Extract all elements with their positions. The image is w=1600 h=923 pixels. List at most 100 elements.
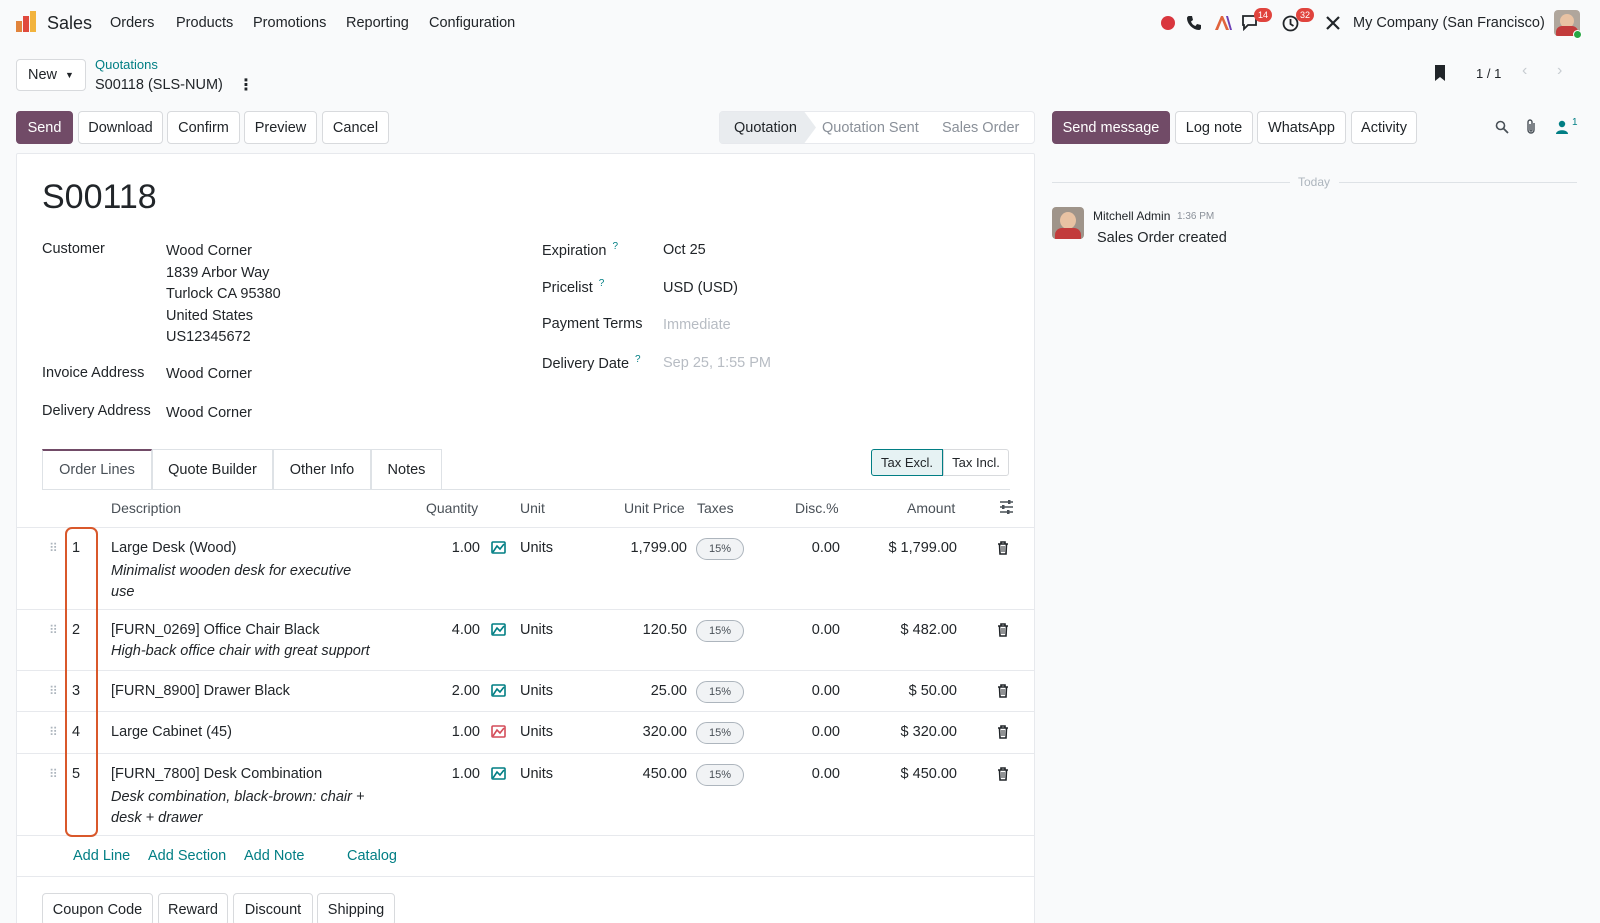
drag-handle-icon[interactable]: ⠿ bbox=[49, 767, 58, 781]
help-icon[interactable]: ? bbox=[612, 241, 619, 252]
row-unit-price[interactable]: 25.00 bbox=[650, 683, 687, 699]
row-quantity[interactable]: 1.00 bbox=[451, 540, 480, 556]
tab-notes[interactable]: Notes bbox=[371, 449, 442, 489]
clock-icon[interactable] bbox=[1282, 15, 1299, 32]
new-button[interactable]: New ▼ bbox=[16, 59, 86, 91]
trash-icon[interactable] bbox=[997, 541, 1009, 555]
tab-other-info[interactable]: Other Info bbox=[273, 449, 371, 489]
menu-orders[interactable]: Orders bbox=[110, 15, 155, 31]
row-discount[interactable]: 0.00 bbox=[811, 683, 840, 699]
drag-handle-icon[interactable]: ⠿ bbox=[49, 541, 58, 555]
row-discount[interactable]: 0.00 bbox=[811, 540, 840, 556]
col-discount[interactable]: Disc.% bbox=[795, 500, 839, 516]
row-product[interactable]: [FURN_7800] Desk Combination bbox=[111, 766, 323, 782]
trash-icon[interactable] bbox=[997, 623, 1009, 637]
ai-icon[interactable] bbox=[1214, 15, 1232, 31]
tax-badge[interactable]: 15% bbox=[696, 620, 744, 642]
col-unit-price[interactable]: Unit Price bbox=[624, 500, 685, 516]
row-quantity[interactable]: 1.00 bbox=[451, 724, 480, 740]
drag-handle-icon[interactable]: ⠿ bbox=[49, 623, 58, 637]
row-description[interactable]: High-back office chair with great suppor… bbox=[111, 643, 370, 659]
author-avatar[interactable] bbox=[1052, 207, 1084, 239]
tax-excluded-toggle[interactable]: Tax Excl. bbox=[871, 449, 943, 476]
forecast-chart-icon[interactable] bbox=[491, 623, 506, 636]
activity-button[interactable]: Activity bbox=[1351, 111, 1417, 144]
add-note-link[interactable]: Add Note bbox=[244, 848, 305, 864]
row-unit-price[interactable]: 320.00 bbox=[642, 724, 687, 740]
delivery-date-field[interactable]: Sep 25, 1:55 PM bbox=[663, 355, 772, 371]
forecast-chart-icon[interactable] bbox=[491, 725, 506, 738]
add-line-link[interactable]: Add Line bbox=[73, 848, 131, 864]
reward-button[interactable]: Reward bbox=[158, 893, 228, 923]
row-quantity[interactable]: 1.00 bbox=[451, 766, 480, 782]
trash-icon[interactable] bbox=[997, 767, 1009, 781]
tab-quote-builder[interactable]: Quote Builder bbox=[152, 449, 273, 489]
tools-icon[interactable] bbox=[1325, 15, 1341, 31]
row-unit[interactable]: Units bbox=[520, 540, 554, 556]
pricelist-field[interactable]: USD (USD) bbox=[663, 280, 738, 296]
row-unit-price[interactable]: 120.50 bbox=[642, 622, 687, 638]
col-description[interactable]: Description bbox=[111, 500, 182, 516]
col-taxes[interactable]: Taxes bbox=[697, 500, 734, 516]
row-product[interactable]: [FURN_0269] Office Chair Black bbox=[111, 622, 320, 638]
followers-icon[interactable] bbox=[1555, 120, 1569, 134]
pager-value[interactable]: 1 / 1 bbox=[1476, 66, 1502, 81]
row-unit[interactable]: Units bbox=[520, 622, 554, 638]
help-icon[interactable]: ? bbox=[635, 354, 641, 365]
col-unit[interactable]: Unit bbox=[520, 500, 545, 516]
record-icon[interactable] bbox=[1161, 16, 1175, 30]
send-button[interactable]: Send bbox=[16, 111, 73, 144]
optional-columns-icon[interactable] bbox=[999, 500, 1014, 514]
status-quotation-sent[interactable]: Quotation Sent bbox=[822, 119, 919, 136]
tax-badge[interactable]: 15% bbox=[696, 764, 744, 786]
row-discount[interactable]: 0.00 bbox=[811, 766, 840, 782]
log-note-button[interactable]: Log note bbox=[1175, 111, 1253, 144]
send-message-button[interactable]: Send message bbox=[1052, 111, 1170, 144]
forecast-chart-icon[interactable] bbox=[491, 767, 506, 780]
delivery-address-field[interactable]: Wood Corner bbox=[166, 405, 252, 421]
trash-icon[interactable] bbox=[997, 725, 1009, 739]
payment-terms-field[interactable]: Immediate bbox=[663, 317, 731, 333]
row-unit-price[interactable]: 450.00 bbox=[642, 766, 687, 782]
message-author[interactable]: Mitchell Admin bbox=[1093, 209, 1171, 223]
row-product[interactable]: [FURN_8900] Drawer Black bbox=[111, 683, 290, 699]
menu-reporting[interactable]: Reporting bbox=[346, 15, 409, 31]
menu-configuration[interactable]: Configuration bbox=[429, 15, 516, 31]
forecast-chart-icon[interactable] bbox=[491, 684, 506, 697]
row-unit-price[interactable]: 1,799.00 bbox=[630, 540, 687, 556]
row-product[interactable]: Large Cabinet (45) bbox=[111, 724, 232, 740]
coupon-code-button[interactable]: Coupon Code bbox=[42, 893, 153, 923]
row-unit[interactable]: Units bbox=[520, 724, 554, 740]
status-quotation[interactable]: Quotation bbox=[734, 119, 797, 136]
kebab-menu-icon[interactable]: ⋮ bbox=[238, 77, 254, 94]
tax-badge[interactable]: 15% bbox=[696, 538, 744, 560]
row-description[interactable]: Desk combination, black-brown: chair + d… bbox=[111, 789, 365, 826]
tax-badge[interactable]: 15% bbox=[696, 722, 744, 744]
download-button[interactable]: Download bbox=[78, 111, 163, 144]
breadcrumb-quotations[interactable]: Quotations bbox=[95, 57, 158, 72]
expiration-field[interactable]: Oct 25 bbox=[663, 242, 706, 258]
company-switcher[interactable]: My Company (San Francisco) bbox=[1353, 15, 1545, 31]
add-section-link[interactable]: Add Section bbox=[148, 848, 227, 864]
trash-icon[interactable] bbox=[997, 684, 1009, 698]
row-description[interactable]: Minimalist wooden desk for executive use bbox=[111, 563, 352, 600]
app-name[interactable]: Sales bbox=[47, 13, 93, 33]
tax-badge[interactable]: 15% bbox=[696, 681, 744, 703]
whatsapp-button[interactable]: WhatsApp bbox=[1257, 111, 1346, 144]
cancel-button[interactable]: Cancel bbox=[322, 111, 389, 144]
col-quantity[interactable]: Quantity bbox=[426, 500, 479, 516]
row-quantity[interactable]: 2.00 bbox=[451, 683, 480, 699]
pager-prev-icon[interactable]: ‹ bbox=[1522, 62, 1528, 79]
row-quantity[interactable]: 4.00 bbox=[451, 622, 480, 638]
row-discount[interactable]: 0.00 bbox=[811, 622, 840, 638]
menu-promotions[interactable]: Promotions bbox=[253, 15, 327, 31]
customer-name[interactable]: Wood Corner bbox=[166, 243, 252, 259]
status-sales-order[interactable]: Sales Order bbox=[942, 119, 1020, 136]
confirm-button[interactable]: Confirm bbox=[167, 111, 240, 144]
paperclip-icon[interactable] bbox=[1525, 119, 1537, 135]
drag-handle-icon[interactable]: ⠿ bbox=[49, 684, 58, 698]
invoice-address-field[interactable]: Wood Corner bbox=[166, 366, 252, 382]
row-product[interactable]: Large Desk (Wood) bbox=[111, 540, 237, 556]
drag-handle-icon[interactable]: ⠿ bbox=[49, 725, 58, 739]
col-amount[interactable]: Amount bbox=[907, 500, 956, 516]
